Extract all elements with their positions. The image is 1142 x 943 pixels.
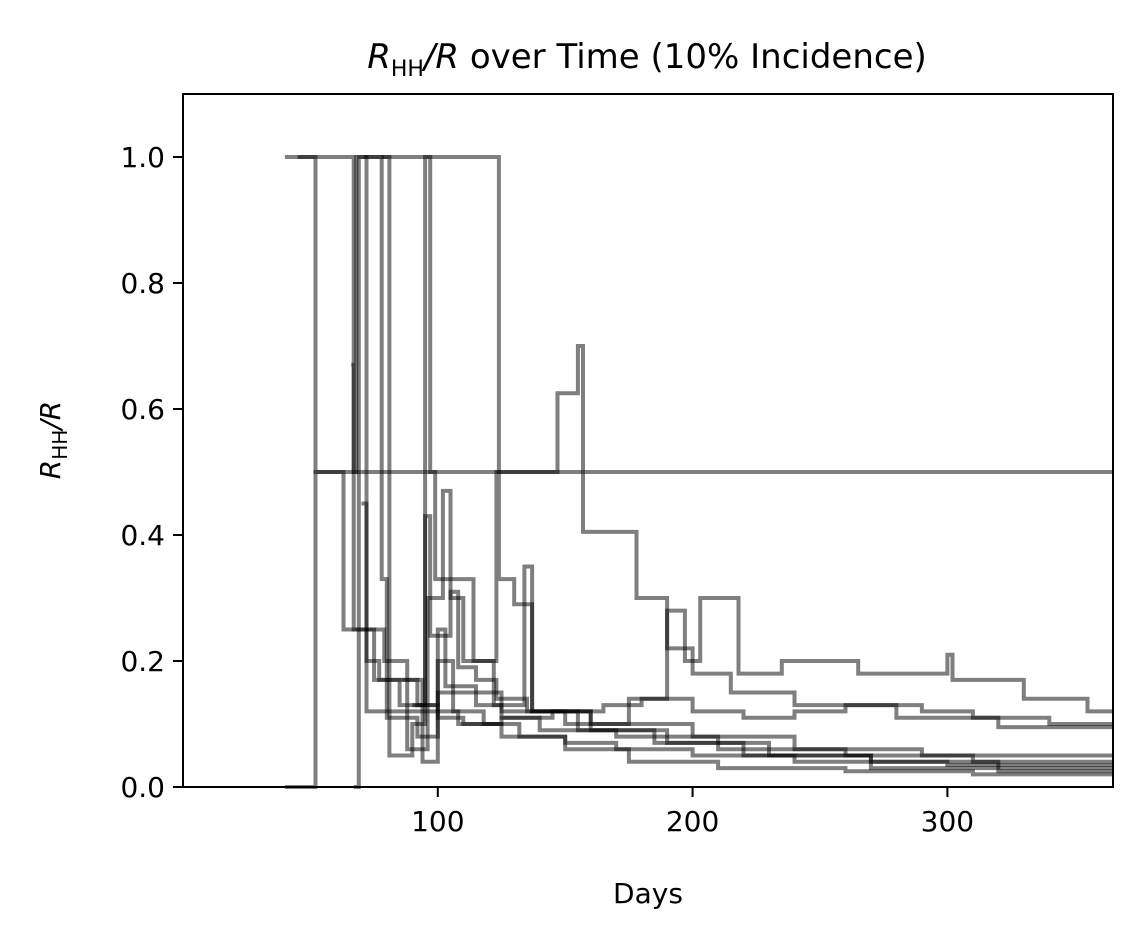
x-axis-label: Days: [613, 877, 683, 910]
ylabel-subscript: HH: [48, 430, 72, 460]
x-tick-label-300: 300: [921, 805, 974, 838]
y-tick-label-0: 0.0: [120, 771, 165, 804]
ticks-layer: 100 200 300 0.0 0.2 0.4 0.6 0.8 1.0: [120, 141, 974, 838]
series-line-9: [402, 677, 1113, 777]
x-tick-label-200: 200: [666, 805, 719, 838]
series-line-10: [412, 596, 1113, 726]
y-tick-label-1: 1.0: [120, 141, 165, 174]
plot-frame: [182, 93, 1114, 788]
series-line-4: [353, 155, 1113, 789]
series-layer: [284, 155, 1113, 789]
series-line-6: [363, 155, 1113, 771]
ylabel-r-symbol: R: [34, 460, 67, 479]
title-subscript: HH: [391, 57, 424, 82]
y-tick-label-0.6: 0.6: [120, 393, 165, 426]
y-axis-label: RHH/R: [34, 401, 72, 479]
series-line-2: [284, 155, 1113, 726]
chart-title: RHH/R over Time (10% Incidence): [367, 37, 927, 82]
x-tick-label-100: 100: [411, 805, 464, 838]
title-r-symbol: R: [367, 37, 391, 77]
y-tick-label-0.2: 0.2: [120, 645, 165, 678]
y-tick-label-0.8: 0.8: [120, 267, 165, 300]
y-tick-label-0.4: 0.4: [120, 519, 165, 552]
title-rest: over Time (10% Incidence): [459, 37, 927, 77]
title-slash-r: /R: [421, 37, 459, 77]
ylabel-slash-r: /R: [34, 401, 67, 433]
